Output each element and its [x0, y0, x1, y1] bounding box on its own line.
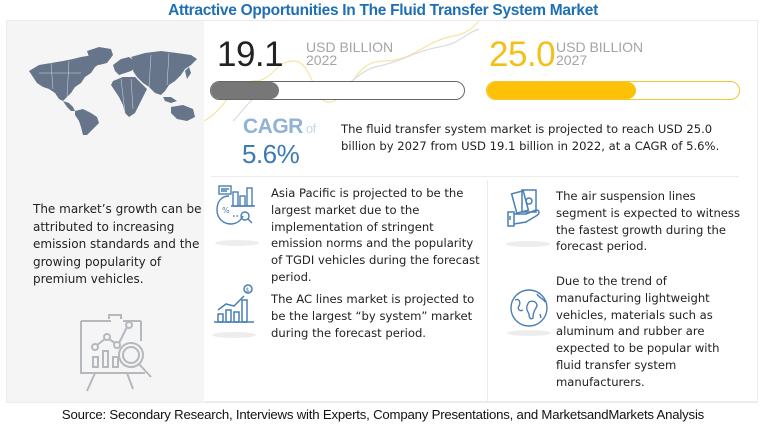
cagr-text: CAGR: [243, 115, 303, 138]
world-map-icon: [29, 47, 197, 135]
stat-unit-label: USD BILLION: [306, 39, 394, 55]
insight-text: Asia Pacific is projected to be the larg…: [271, 186, 480, 284]
cagr-value: 5.6%: [242, 139, 300, 169]
stat-year: 2022: [306, 52, 338, 68]
stat-year: 2027: [556, 52, 588, 68]
market-summary: The fluid transfer system market is proj…: [341, 122, 720, 153]
stat-value: 19.1: [217, 35, 284, 74]
stat-unit: USD BILLION 2022: [306, 39, 394, 68]
svg-text:%: %: [222, 206, 230, 215]
icon-shadow: [507, 330, 551, 336]
stat-unit: USD BILLION 2027: [556, 39, 644, 68]
growth-chart-dollar-icon: $: [214, 284, 254, 323]
icon-shadow: [212, 332, 256, 338]
progress-bar-fill: [487, 82, 636, 99]
money-hand-icon: [507, 189, 540, 227]
market-growth-text: The market’s growth can be attributed to…: [33, 202, 202, 287]
regional-analysis-icon: %: [216, 185, 255, 225]
insight-text: The AC lines market is projected to be t…: [271, 292, 475, 340]
presentation-analysis-icon: [80, 314, 152, 392]
icon-shadow: [506, 241, 550, 247]
icon-shadow: [215, 240, 259, 246]
stat-value: 25.0: [489, 35, 556, 74]
progress-bar-2027: [486, 81, 740, 100]
progress-bar-fill: [211, 82, 280, 99]
insight-text: Due to the trend of manufacturing lightw…: [556, 274, 720, 389]
horizontal-divider: [211, 176, 739, 177]
progress-bar-2022: [210, 81, 465, 100]
source-note: Source: Secondary Research, Interviews w…: [61, 407, 705, 422]
cagr-of: of: [305, 121, 316, 136]
svg-text:$: $: [246, 287, 250, 294]
bottom-divider: [205, 401, 758, 402]
left-panel: The market’s growth can be attributed to…: [7, 21, 204, 402]
cagr-label: CAGR of: [243, 115, 316, 139]
stat-unit-label: USD BILLION: [556, 39, 644, 55]
page-title: Attractive Opportunities In The Fluid Tr…: [168, 2, 598, 19]
insight-text: The air suspension lines segment is expe…: [556, 189, 740, 254]
vertical-divider: [487, 180, 488, 402]
globe-icon: [510, 289, 548, 327]
